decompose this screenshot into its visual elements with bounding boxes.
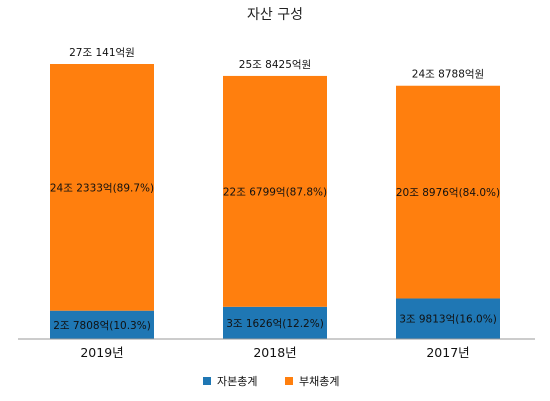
- bar-segment-equity: [50, 310, 154, 339]
- chart-title: 자산 구성: [247, 7, 303, 23]
- legend-label: 자본총계: [217, 375, 257, 388]
- bar-segment-equity: [223, 306, 327, 339]
- total-label: 24조 8788억원: [412, 69, 484, 81]
- legend: 자본총계 부채총계: [203, 375, 339, 388]
- data-label: 22조 6799억(87.8%): [223, 186, 327, 198]
- bar-segment-liabilities: [396, 85, 500, 299]
- total-label: 25조 8425억원: [239, 59, 311, 71]
- legend-swatch: [285, 377, 293, 385]
- data-label: 3조 1626억(12.2%): [226, 318, 324, 330]
- total-label: 27조 141억원: [69, 47, 135, 59]
- data-label: 2조 7808억(10.3%): [53, 320, 151, 332]
- category-label: 2017년: [426, 345, 469, 360]
- bar-segment-liabilities: [223, 75, 327, 307]
- legend-label: 부채총계: [299, 375, 339, 388]
- data-label: 20조 8976억(84.0%): [396, 187, 500, 199]
- data-label: 24조 2333억(89.7%): [50, 182, 154, 194]
- category-label: 2018년: [253, 345, 296, 360]
- legend-swatch: [203, 377, 211, 385]
- bars-group: 2조 7808억(10.3%) 24조 2333억(89.7%) 27조 141억원…: [50, 47, 500, 339]
- data-label: 3조 9813억(16.0%): [399, 314, 497, 326]
- category-label: 2019년: [80, 345, 123, 360]
- category-labels: 2019년 2018년 2017년: [80, 345, 469, 360]
- bar-segment-equity: [396, 298, 500, 339]
- bar-segment-liabilities: [50, 64, 154, 311]
